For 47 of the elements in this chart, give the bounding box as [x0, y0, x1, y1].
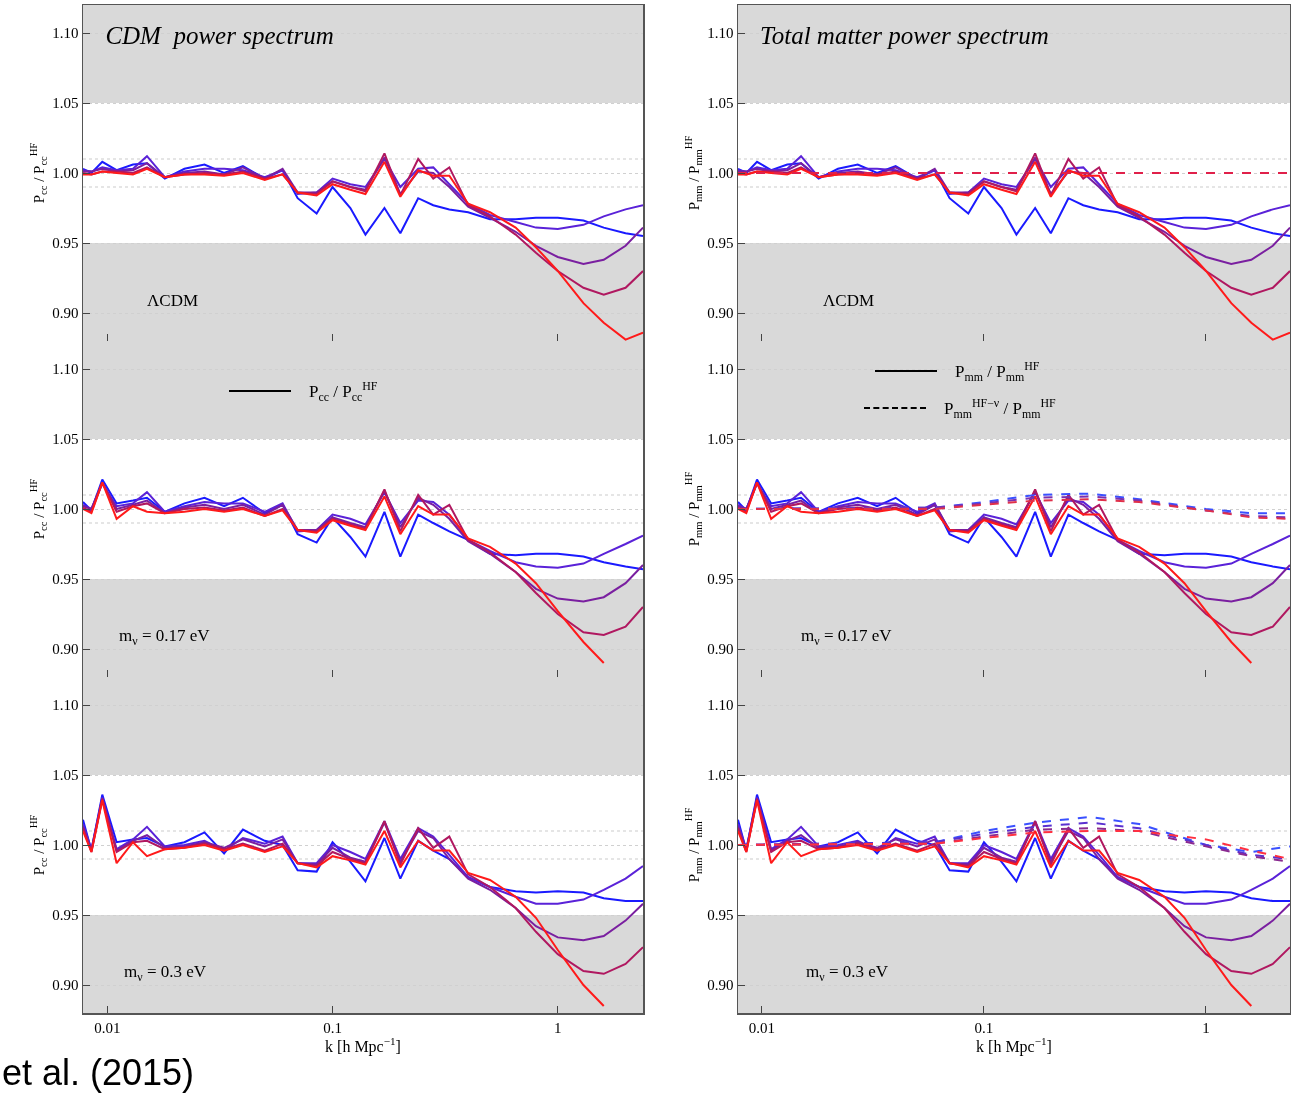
y-tick-label: 1.10 [52, 361, 79, 378]
y-tick-label: 1.05 [52, 431, 79, 448]
y-tick-label: 0.95 [707, 571, 734, 588]
y-tick-label: 0.95 [52, 235, 79, 252]
y-tick-label: 0.90 [707, 641, 734, 658]
annotation: m$_{ν}$ = 0.17 eV [801, 626, 893, 648]
y-tick-label: 1.05 [52, 767, 79, 784]
y-tick-label: 0.90 [52, 977, 79, 994]
x-tick-label: 0.01 [94, 1019, 121, 1036]
text: et al. (2015) [2, 1052, 195, 1093]
y-tick-label: 1.00 [52, 165, 79, 182]
y-tick-label: 1.10 [52, 25, 79, 42]
x-axis-title: k [h Mpc$^{−1}$] [325, 1035, 401, 1057]
y-tick-label: 1.00 [707, 501, 734, 518]
y-tick-label: 0.95 [52, 907, 79, 924]
x-tick-label: 0.1 [974, 1019, 994, 1036]
annotation: ΛCDM [147, 291, 199, 310]
y-tick-label: 1.10 [707, 697, 734, 714]
y-tick-label: 1.05 [52, 95, 79, 112]
y-tick-label: 1.00 [707, 837, 734, 854]
annotation: m$_{ν}$ = 0.3 eV [806, 962, 889, 984]
y-tick-label: 0.95 [707, 235, 734, 252]
x-tick-label: 1 [1202, 1019, 1210, 1036]
y-tick-label: 0.90 [52, 641, 79, 658]
x-tick-label: 0.1 [323, 1019, 342, 1036]
y-tick-label: 1.00 [52, 501, 79, 518]
y-tick-label: 1.10 [707, 25, 734, 42]
annotation: ΛCDM [823, 291, 875, 310]
y-tick-label: 0.95 [52, 571, 79, 588]
text: Total matter power spectrum [760, 21, 1049, 49]
annotation: m$_{ν}$ = 0.17 eV [119, 626, 211, 648]
text: CDM power spectrum [105, 21, 334, 49]
y-tick-label: 1.05 [707, 431, 734, 448]
x-tick-label: 0.01 [748, 1019, 776, 1036]
y-tick-label: 1.00 [52, 837, 79, 854]
y-tick-label: 0.90 [707, 305, 734, 322]
y-tick-label: 1.00 [707, 165, 734, 182]
y-tick-label: 1.10 [52, 697, 79, 714]
y-tick-label: 1.05 [707, 95, 734, 112]
y-tick-label: 0.90 [52, 305, 79, 322]
x-axis-title: k [h Mpc$^{−1}$] [976, 1035, 1052, 1057]
y-tick-label: 1.10 [707, 361, 734, 378]
y-tick-label: 0.90 [707, 977, 734, 994]
y-tick-label: 1.05 [707, 767, 734, 784]
y-tick-label: 0.95 [707, 907, 734, 924]
annotation: m$_{ν}$ = 0.3 eV [124, 962, 207, 984]
x-tick-label: 1 [554, 1019, 562, 1036]
